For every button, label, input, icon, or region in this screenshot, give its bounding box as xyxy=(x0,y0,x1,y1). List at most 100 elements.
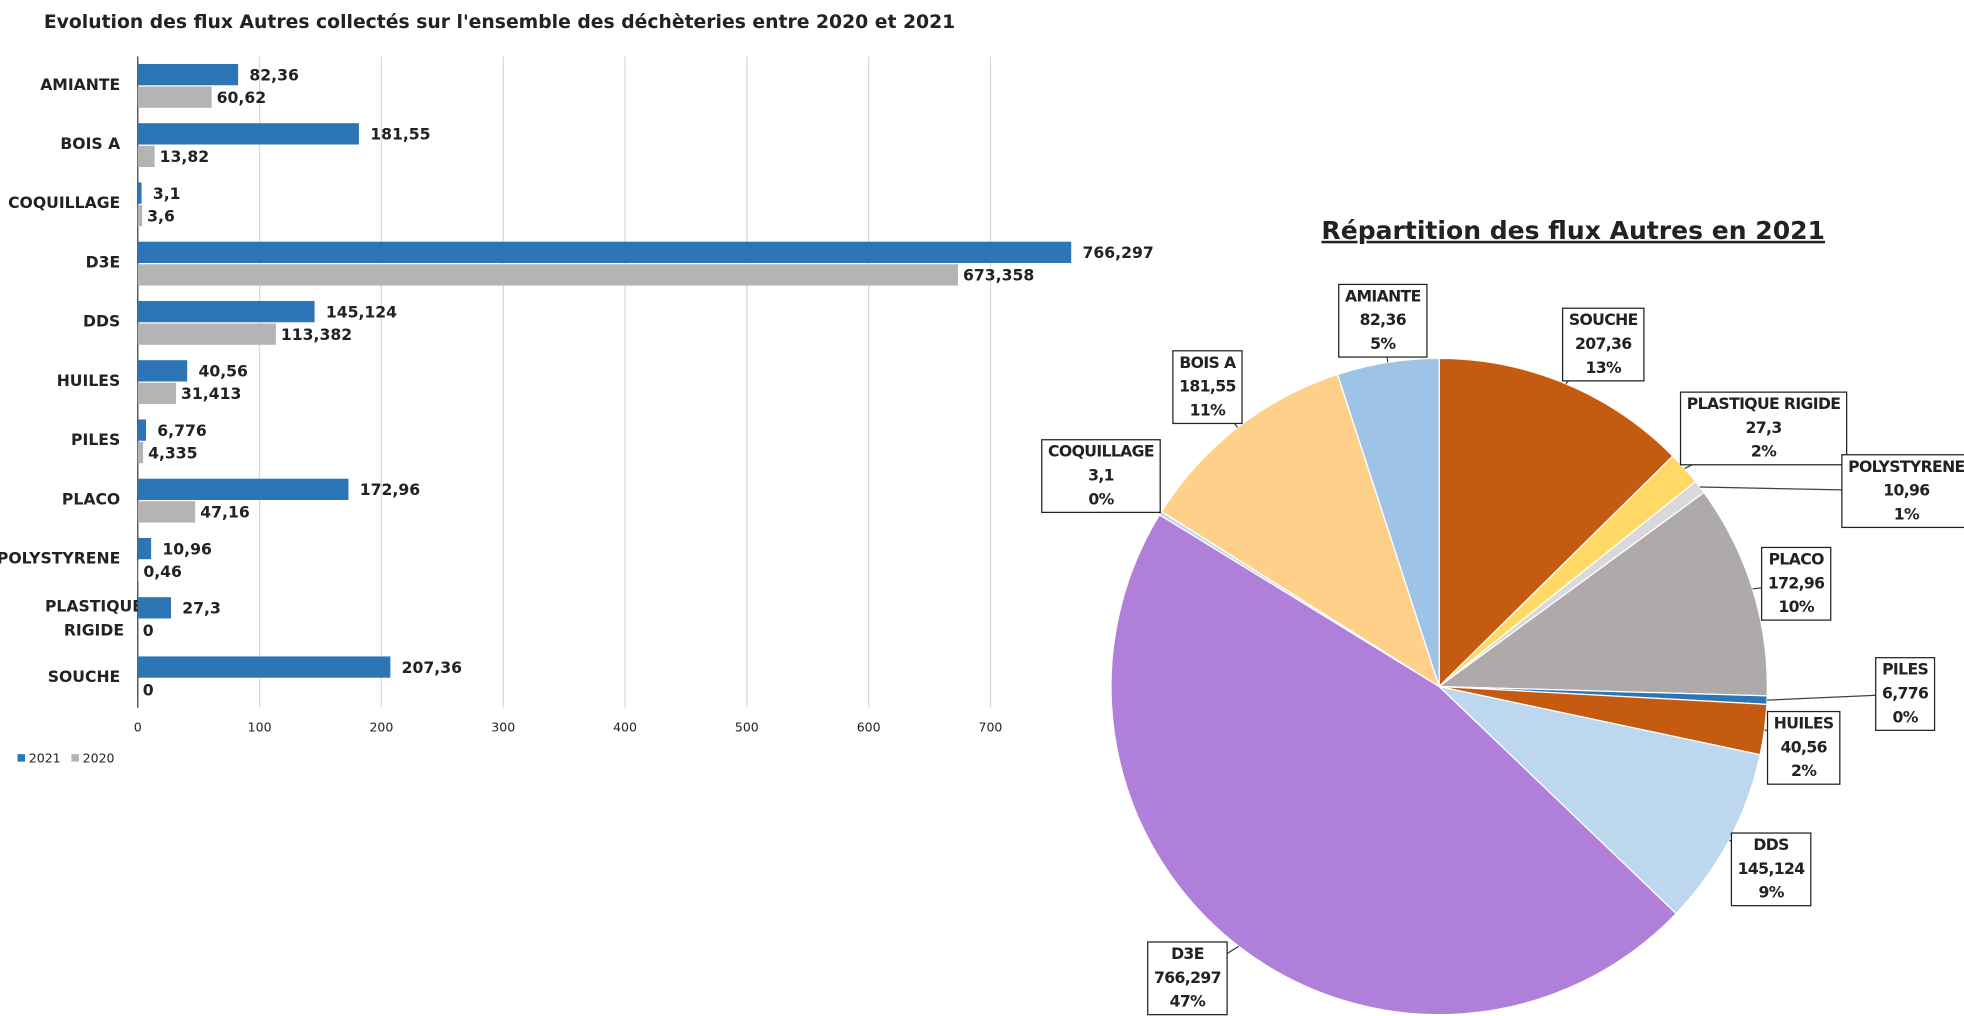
data-label: PLACO xyxy=(1769,549,1825,568)
data-label: 181,55 xyxy=(370,125,430,144)
label-box xyxy=(1561,307,1645,382)
data-label: 145,124 xyxy=(326,302,397,321)
data-label: 145,124 xyxy=(1738,859,1806,878)
data-label: 11% xyxy=(1190,400,1227,419)
data-label: 82,36 xyxy=(1360,310,1407,329)
bar xyxy=(137,145,155,168)
bar xyxy=(137,656,391,678)
data-label: BOIS A xyxy=(1179,353,1237,372)
data-label: 13% xyxy=(1585,358,1622,377)
data-label: 31,413 xyxy=(181,384,241,403)
data-label: 6,776 xyxy=(1882,684,1929,703)
data-label: DDS xyxy=(1753,835,1789,854)
data-label: 60,62 xyxy=(217,88,266,107)
data-label: 13,82 xyxy=(160,147,209,166)
bar xyxy=(137,419,147,441)
data-label: COQUILLAGE xyxy=(1048,442,1154,461)
data-label: D3E xyxy=(1171,944,1204,963)
y-tick-label: COQUILLAGE xyxy=(8,193,120,212)
label-box xyxy=(1147,941,1228,1016)
y-tick-label: PLACO xyxy=(62,489,120,508)
x-tick-label: 200 xyxy=(369,719,393,734)
data-label: 10% xyxy=(1778,597,1815,616)
label-box xyxy=(1766,710,1841,785)
bar xyxy=(137,441,144,464)
x-tick-label: 700 xyxy=(979,719,1003,734)
legend-swatch xyxy=(17,754,26,762)
x-tick-label: 600 xyxy=(857,719,881,734)
y-tick-label: D3E xyxy=(86,253,121,272)
bar xyxy=(137,86,212,108)
data-label-box: DDS 145,124 9% xyxy=(1730,832,1812,907)
data-label: PILES xyxy=(1882,660,1928,679)
data-label-box: BOIS A 181,55 11% xyxy=(1172,350,1243,425)
data-label: 172,96 xyxy=(360,480,420,499)
data-label: 0 xyxy=(143,621,154,640)
data-label-box: PLASTIQUE RIGIDE 27,3 2% xyxy=(1679,391,1848,466)
data-label-box: D3E 766,297 47% xyxy=(1147,941,1228,1016)
data-label-box: SOUCHE 207,36 13% xyxy=(1561,307,1645,382)
data-label: 27,3 xyxy=(182,599,221,618)
data-label: 0,46 xyxy=(143,562,182,581)
bar xyxy=(137,323,276,345)
label-box xyxy=(1338,283,1428,358)
data-label: 766,297 xyxy=(1154,968,1221,987)
bar xyxy=(137,63,239,86)
bar xyxy=(137,478,349,500)
data-label: 3,6 xyxy=(147,206,175,225)
data-label: 207,36 xyxy=(1575,334,1632,353)
data-label: 207,36 xyxy=(402,658,462,677)
data-label: 47% xyxy=(1170,992,1207,1011)
data-label-box: POLYSTYRENE 10,96 1% xyxy=(1841,454,1964,529)
data-label: 82,36 xyxy=(249,65,299,84)
data-label: 47,16 xyxy=(200,503,250,522)
bar-chart-title: Evolution des flux Autres collectés sur … xyxy=(44,12,955,33)
pie-slice xyxy=(1437,685,1761,915)
data-label: 673,358 xyxy=(963,266,1034,285)
data-label: 3,1 xyxy=(1088,466,1114,485)
data-label: SOUCHE xyxy=(1569,310,1638,329)
label-box xyxy=(1679,391,1848,466)
data-label-box: AMIANTE 82,36 5% xyxy=(1338,283,1428,358)
data-label: 40,56 xyxy=(198,362,248,381)
label-box xyxy=(1041,439,1161,514)
bar xyxy=(137,123,359,145)
data-label: AMIANTE xyxy=(1345,286,1421,305)
bar xyxy=(137,205,143,227)
bar xyxy=(137,182,142,204)
data-label: 27,3 xyxy=(1746,418,1782,437)
y-tick-label: BOIS A xyxy=(60,134,121,153)
data-label: 181,55 xyxy=(1179,377,1236,396)
bar xyxy=(137,537,152,560)
legend-label: 2021 xyxy=(29,751,61,766)
y-tick-label: PLASTIQUE RIGIDE xyxy=(45,596,143,639)
data-label-box: PLACO 172,96 10% xyxy=(1760,546,1832,621)
pie-slice xyxy=(1336,357,1440,687)
data-label: 113,382 xyxy=(281,325,352,344)
label-box xyxy=(1875,657,1936,731)
x-tick-label: 100 xyxy=(248,719,272,734)
x-tick-label: 300 xyxy=(491,719,515,734)
data-label: POLYSTYRENE xyxy=(1848,457,1964,476)
y-tick-label: HUILES xyxy=(57,371,121,390)
label-box xyxy=(1730,832,1812,907)
y-tick-label: DDS xyxy=(83,312,120,331)
data-label: 2% xyxy=(1751,442,1777,461)
data-label-box: PILES 6,776 0% xyxy=(1875,657,1936,731)
legend-label: 2020 xyxy=(83,751,115,766)
y-tick-label: PILES xyxy=(71,430,120,449)
bar xyxy=(137,597,172,619)
data-label: 0% xyxy=(1088,489,1114,508)
data-label: 6,776 xyxy=(157,421,207,440)
data-label: 10,96 xyxy=(1883,481,1930,500)
data-label-box: HUILES 40,56 2% xyxy=(1766,710,1841,785)
legend-swatch xyxy=(71,754,79,762)
x-tick-label: 500 xyxy=(735,719,759,734)
data-label: 766,297 xyxy=(1082,243,1153,262)
data-label: 9% xyxy=(1758,883,1784,902)
y-tick-label: AMIANTE xyxy=(40,75,120,94)
data-label: 0% xyxy=(1892,707,1918,726)
data-label: 1% xyxy=(1894,504,1920,523)
pie-slice xyxy=(1437,491,1768,697)
bar xyxy=(137,360,188,382)
